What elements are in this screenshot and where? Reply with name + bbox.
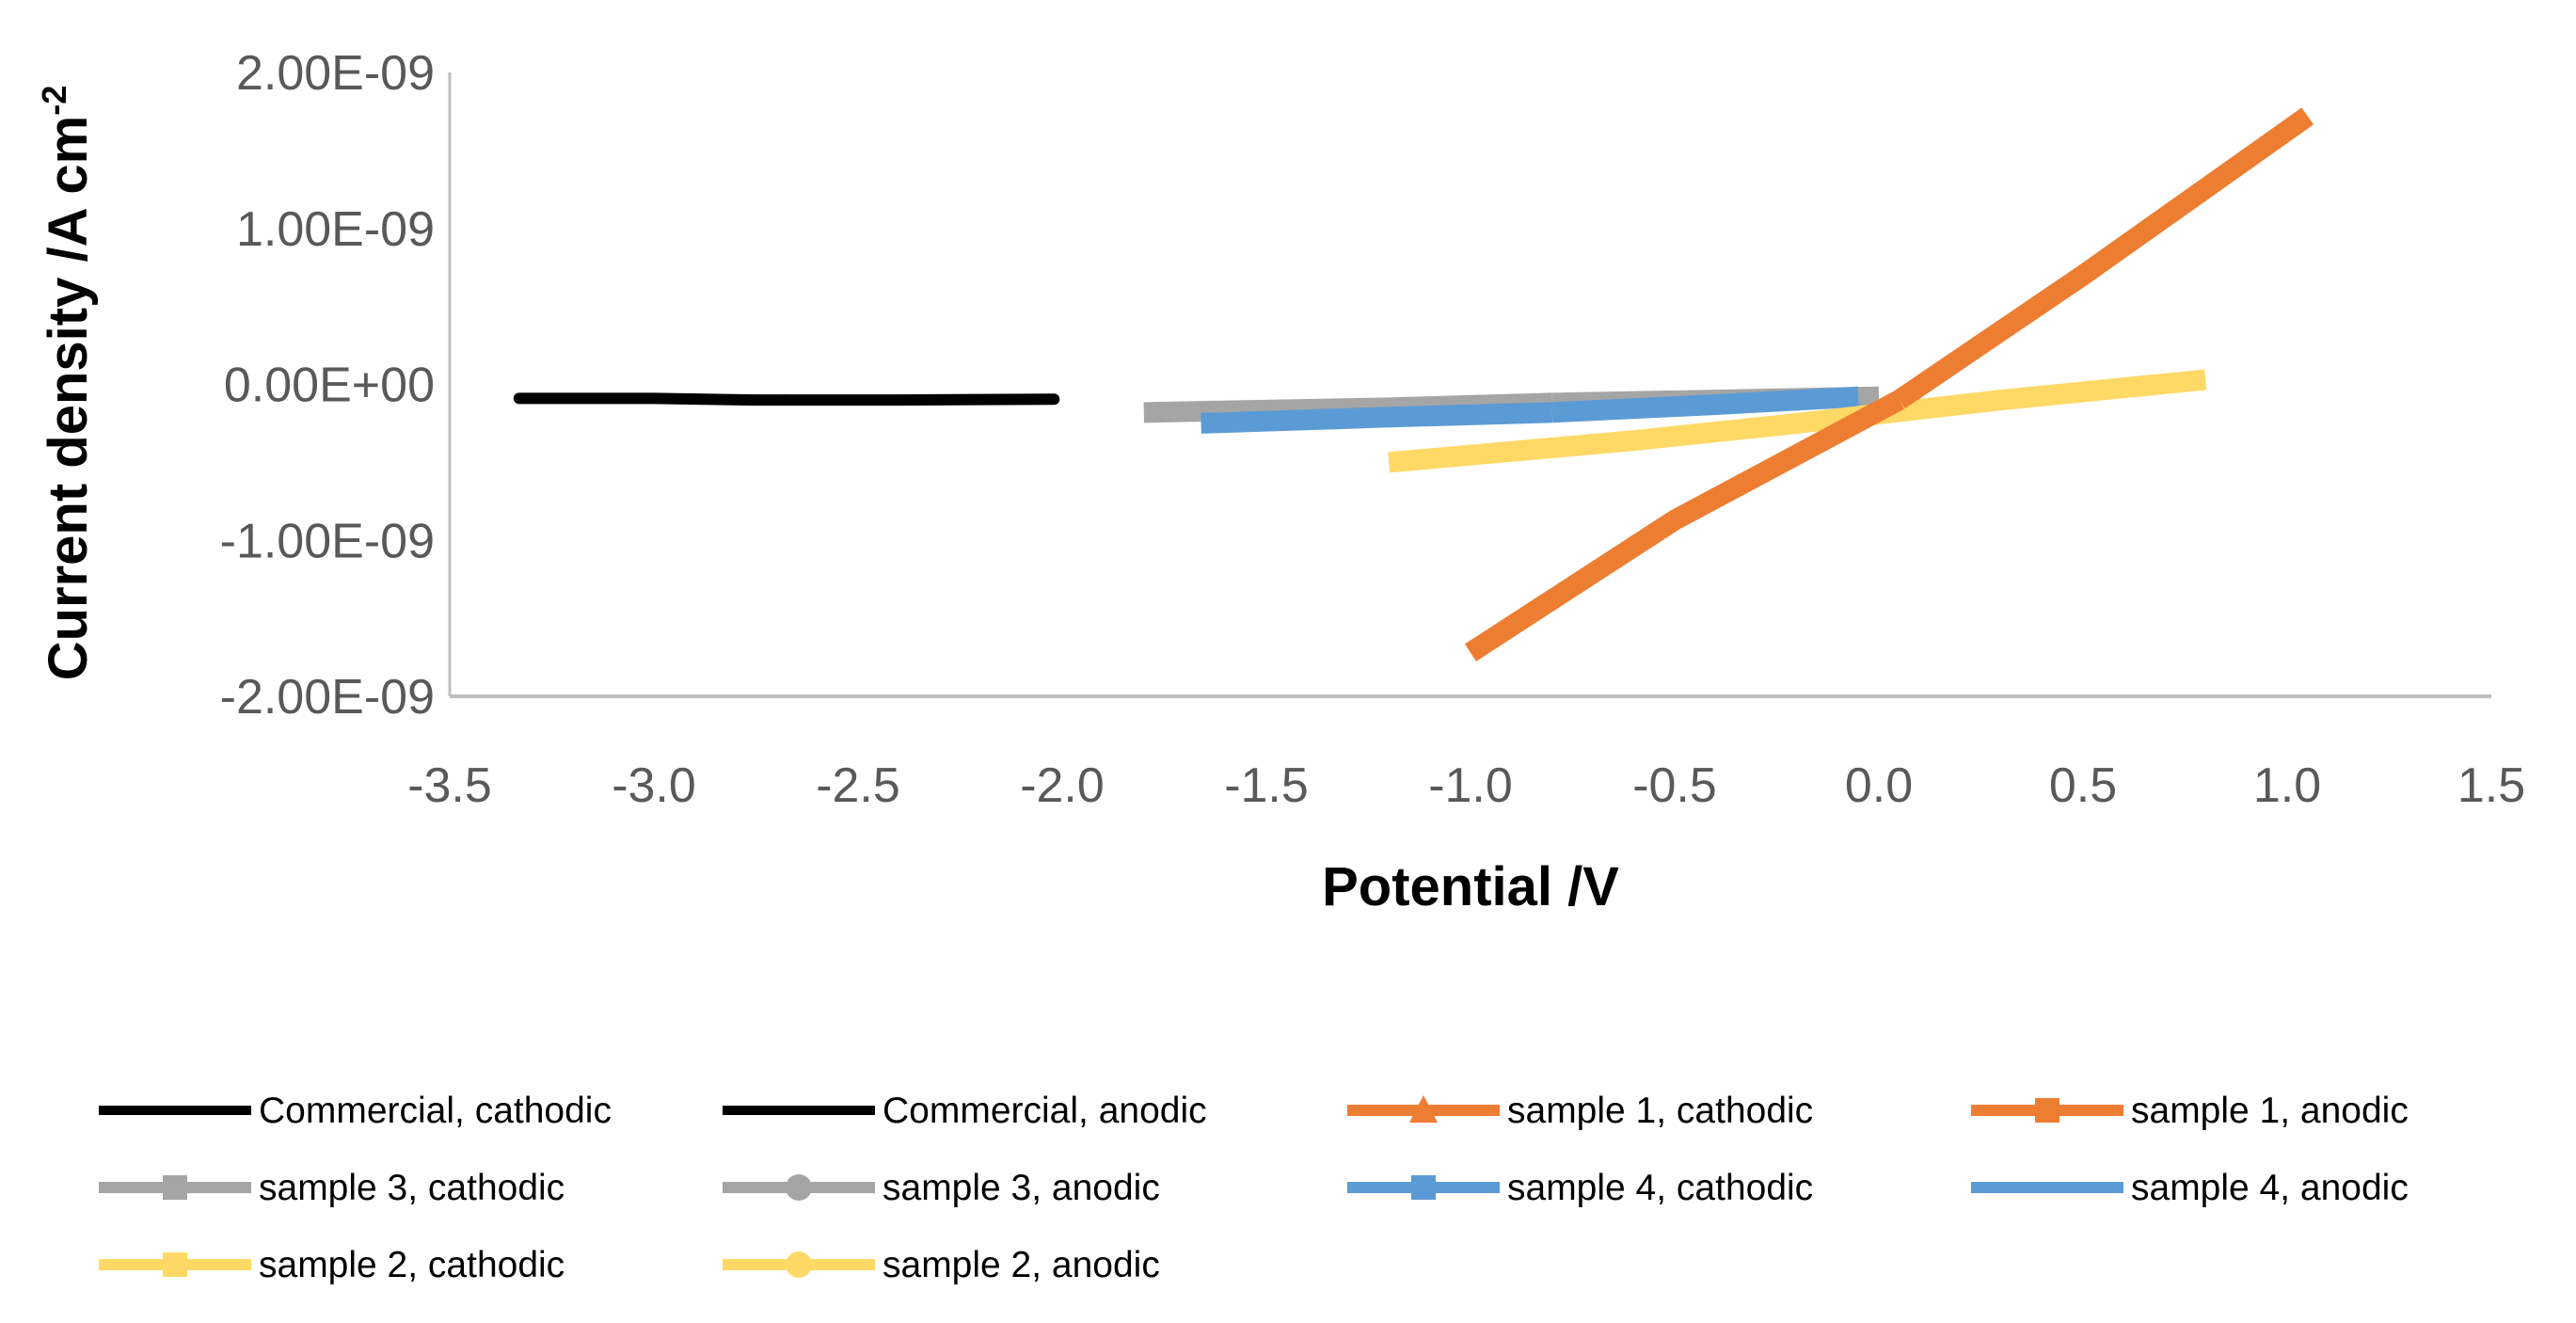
x-tick-labels: -3.5 -3.0 -2.5 -2.0 -1.5 -1.0 -0.5 0.0 0.5 1.0 1.5 [407, 758, 2525, 813]
x-tick-label: 1.5 [2457, 758, 2525, 813]
legend-label: sample 4, cathodic [1507, 1168, 1813, 1208]
x-tick-label: -1.5 [1224, 758, 1309, 813]
legend-item[interactable]: sample 4, cathodic [1347, 1168, 1813, 1208]
legend-label: sample 2, anodic [883, 1245, 1160, 1285]
series-line-sample-1-anodic [1893, 107, 2314, 409]
series-line-commercial-anodic [778, 393, 1060, 406]
legend-label: Commercial, anodic [883, 1091, 1207, 1131]
legend-label: sample 3, cathodic [259, 1168, 564, 1208]
square-marker-icon [2035, 1098, 2059, 1123]
legend-item[interactable]: Commercial, anodic [723, 1091, 1207, 1131]
legend-label: sample 4, anodic [2131, 1168, 2409, 1208]
triangle-marker-icon [1409, 1095, 1438, 1123]
y-tick-label: 0.00E+00 [224, 359, 435, 413]
x-tick-label: 0.5 [2049, 758, 2117, 813]
circle-marker-icon [786, 1251, 812, 1278]
series-layer [513, 107, 2314, 662]
legend-item[interactable]: sample 2, cathodic [99, 1245, 564, 1285]
legend-item[interactable]: Commercial, cathodic [99, 1091, 612, 1131]
y-tick-label: -2.00E-09 [220, 670, 435, 725]
series-line-sample-4-cathodic [1201, 402, 1553, 434]
legend-item[interactable]: sample 1, anodic [1971, 1091, 2409, 1131]
x-tick-label: -1.0 [1428, 758, 1513, 813]
x-tick-label: 1.0 [2253, 758, 2321, 813]
y-tick-label: 1.00E-09 [236, 202, 435, 257]
y-tick-labels: 2.00E-09 1.00E-09 0.00E+00 -1.00E-09 -2.00E-… [220, 46, 435, 725]
legend-item[interactable]: sample 4, anodic [1971, 1168, 2409, 1208]
y-axis-title-superscript: -2 [35, 86, 73, 116]
x-tick-label: -3.0 [612, 758, 696, 813]
x-tick-label: -2.5 [816, 758, 900, 813]
legend-label: Commercial, cathodic [259, 1091, 612, 1131]
y-axis-title: Current density /A cm-2 [35, 86, 99, 681]
x-tick-label: -2.0 [1020, 758, 1105, 813]
y-tick-label: -1.00E-09 [220, 514, 435, 568]
series-line-sample-4-anodic [1551, 386, 1859, 423]
square-marker-icon [163, 1252, 187, 1277]
circle-marker-icon [786, 1174, 812, 1201]
square-marker-icon [163, 1175, 187, 1200]
legend-label: sample 1, cathodic [1507, 1091, 1813, 1131]
legend-item[interactable]: sample 1, cathodic [1347, 1091, 1813, 1131]
y-tick-label: 2.00E-09 [236, 46, 435, 101]
x-axis-title: Potential /V [1322, 856, 1619, 917]
legend-label: sample 2, cathodic [259, 1245, 564, 1285]
legend-item[interactable]: sample 3, cathodic [99, 1168, 564, 1208]
legend-item[interactable]: sample 3, anodic [723, 1168, 1160, 1208]
x-tick-label: -0.5 [1632, 758, 1717, 813]
x-tick-label: 0.0 [1845, 758, 1913, 813]
y-axis-title-text: Current density /A cm [38, 116, 99, 681]
legend-item[interactable]: sample 2, anodic [723, 1245, 1160, 1285]
legend-label: sample 1, anodic [2131, 1091, 2409, 1131]
legend-label: sample 3, anodic [883, 1168, 1160, 1208]
square-marker-icon [1411, 1175, 1436, 1200]
series-line-commercial-cathodic [513, 392, 790, 406]
series-line-sample-2-cathodic [1388, 412, 1799, 473]
legend: Commercial, cathodic Commercial, anodic sa… [99, 1091, 2409, 1285]
x-tick-label: -3.5 [407, 758, 492, 813]
series-line-sample-1-cathodic [1465, 391, 1904, 662]
